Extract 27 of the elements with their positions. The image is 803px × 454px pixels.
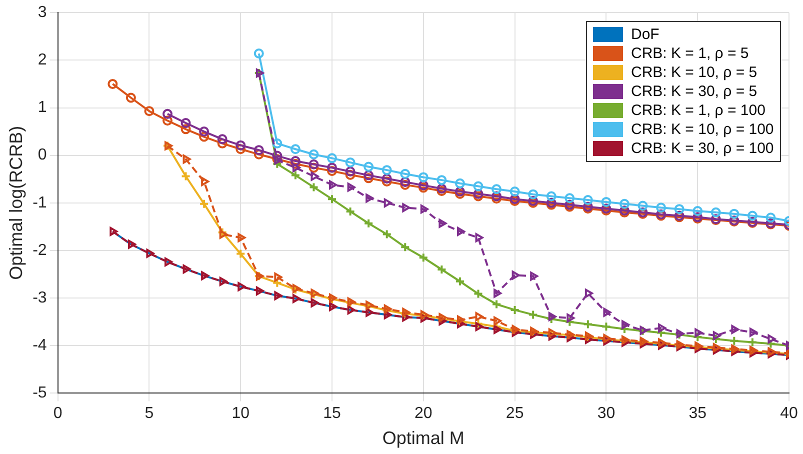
legend-label: DoF (631, 24, 660, 44)
legend-label: CRB: K = 30, ρ = 100 (631, 138, 774, 158)
y-tick-label: -5 (32, 384, 47, 402)
x-tick-label: 30 (597, 405, 616, 422)
y-tick-label: 3 (38, 4, 47, 22)
x-tick-label: 15 (323, 405, 342, 422)
legend-label: CRB: K = 10, ρ = 100 (631, 120, 774, 139)
x-tick-label: 0 (53, 405, 62, 422)
legend-label: CRB: K = 1, ρ = 100 (631, 100, 766, 120)
y-tick-label: 0 (38, 146, 47, 164)
x-tick-label: 40 (780, 405, 798, 422)
y-tick-label: -4 (32, 337, 47, 354)
legend-label: CRB: K = 1, ρ = 5 (631, 44, 749, 63)
x-tick-label: 5 (144, 405, 154, 422)
y-tick-label: 2 (38, 52, 47, 69)
y-tick-label: -1 (32, 194, 47, 212)
y-tick-label: -3 (32, 289, 47, 306)
legend-label: CRB: K = 10, ρ = 5 (631, 62, 758, 82)
x-tick-label: 20 (414, 405, 432, 422)
x-tick-label: 25 (506, 405, 524, 422)
legend-label: CRB: K = 30, ρ = 5 (631, 82, 758, 101)
x-axis-title: Optimal M (382, 428, 464, 448)
x-tick-label: 35 (688, 405, 707, 422)
y-axis-title: Optimal log(RCRB) (6, 126, 26, 280)
y-tick-label: -2 (32, 242, 47, 259)
x-tick-label: 10 (232, 405, 250, 422)
y-tick-label: 1 (38, 99, 47, 116)
